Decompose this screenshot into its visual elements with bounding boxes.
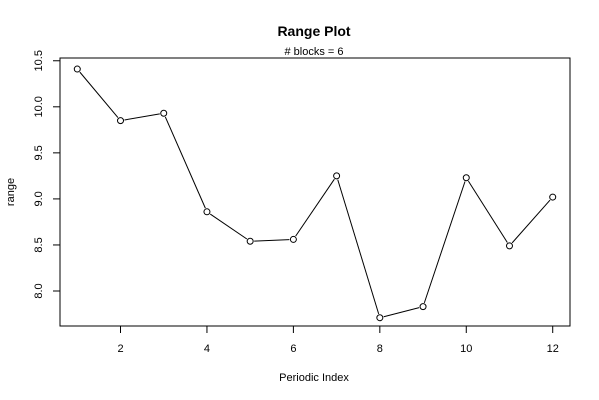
x-tick-label: 10 xyxy=(460,343,472,355)
series-segment xyxy=(511,199,551,244)
data-point xyxy=(333,172,341,180)
y-tick-label: 10.5 xyxy=(33,50,45,71)
data-point xyxy=(549,193,557,201)
y-tick-label: 8.0 xyxy=(33,283,45,298)
x-tick-label: 2 xyxy=(117,343,123,355)
data-point xyxy=(505,242,513,250)
series-segment xyxy=(164,116,206,209)
x-axis-label: Periodic Index xyxy=(279,372,349,384)
series-segment xyxy=(124,113,160,121)
series-layer xyxy=(73,65,557,322)
y-tick-label: 9.5 xyxy=(33,145,45,160)
y-tick-label: 10.0 xyxy=(33,96,45,117)
series-segment xyxy=(383,307,420,318)
series-segment xyxy=(295,178,335,237)
series-segment xyxy=(423,181,466,304)
data-point xyxy=(246,237,254,245)
y-tick-label: 9.0 xyxy=(33,191,45,206)
data-point xyxy=(73,65,81,73)
data-point xyxy=(117,117,125,125)
y-axis: 8.0 8.5 9.0 9.5 10.0 10.5 xyxy=(33,50,60,299)
series-segment xyxy=(254,239,290,242)
chart-title: Range Plot xyxy=(277,23,350,39)
plot-frame xyxy=(59,57,571,327)
data-point xyxy=(289,235,297,243)
series-segment xyxy=(337,179,380,315)
data-point xyxy=(203,208,211,216)
data-point xyxy=(160,109,168,117)
y-tick-label: 8.5 xyxy=(33,237,45,252)
chart-subtitle: # blocks = 6 xyxy=(284,46,343,58)
series-segment xyxy=(467,180,508,243)
data-point xyxy=(419,303,427,311)
x-tick-label: 4 xyxy=(204,343,210,355)
x-tick-label: 6 xyxy=(290,343,296,355)
series-segment xyxy=(209,213,248,240)
y-axis-label: range xyxy=(5,178,17,206)
series-segment xyxy=(79,71,119,118)
x-tick-label: 12 xyxy=(547,343,559,355)
data-point xyxy=(462,174,470,182)
data-point xyxy=(376,314,384,322)
x-tick-label: 8 xyxy=(377,343,383,355)
x-axis: 2 4 6 8 10 12 xyxy=(117,326,559,355)
